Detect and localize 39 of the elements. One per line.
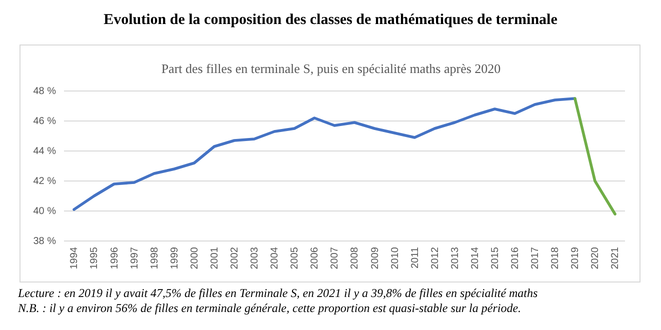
x-tick-label: 2001: [209, 246, 220, 270]
y-tick-label: 42 %: [33, 176, 56, 188]
x-tick-label: 1994: [69, 246, 80, 270]
x-tick-label: 2002: [229, 246, 240, 270]
x-tick-label: 1998: [149, 246, 160, 270]
text: N.B. : il y a environ 56% de filles en terminale générale, cette proportion est quasi-stable sur la période.: [17, 301, 522, 315]
y-tick-label: 38 %: [33, 236, 56, 248]
x-tick-label: 2021: [610, 246, 622, 270]
x-tick-label: 2005: [290, 246, 301, 270]
y-tick-label: 44 %: [33, 146, 56, 158]
y-tick-label: 48 %: [33, 86, 56, 98]
x-tick-label: 1995: [89, 246, 100, 270]
x-tick-label: 2020: [590, 246, 602, 270]
x-tick-label: 2015: [490, 246, 501, 270]
y-tick-label: 46 %: [33, 116, 56, 128]
x-tick-label: 2016: [510, 246, 522, 270]
x-tick-label: 2018: [550, 246, 562, 270]
x-tick-label: 2009: [370, 246, 381, 270]
x-tick-label: 2004: [270, 246, 281, 270]
x-tick-label: 2007: [330, 246, 341, 270]
chart-subtitle: Part des filles en terminale S, puis en spécialité maths après 2020: [161, 61, 501, 76]
chart-title: Evolution de la composition des classes de mathématiques de terminale: [104, 12, 558, 28]
x-tick-label: 2014: [470, 246, 481, 270]
line-series: [72, 97, 576, 211]
x-tick-label: 2010: [390, 246, 401, 270]
x-tick-label: 1997: [129, 246, 140, 270]
x-tick-label: 2019: [570, 246, 582, 270]
x-tick-label: 2017: [530, 246, 542, 270]
x-tick-label: 2012: [430, 246, 441, 270]
y-tick-label: 40 %: [33, 206, 56, 218]
x-tick-label: 2003: [250, 246, 261, 270]
x-tick-label: 2011: [410, 246, 421, 269]
x-tick-label: 1999: [169, 246, 180, 270]
x-tick-label: 1996: [109, 246, 120, 270]
x-tick-label: 2006: [310, 246, 321, 270]
text: Lecture : en 2019 il y avait 47,5% de filles en Terminale S, en 2021 il y a 39,8% de filles en spécialité maths: [17, 286, 538, 300]
x-tick-label: 2008: [350, 246, 361, 270]
x-tick-label: 2000: [189, 246, 200, 270]
x-tick-label: 2013: [450, 246, 461, 270]
